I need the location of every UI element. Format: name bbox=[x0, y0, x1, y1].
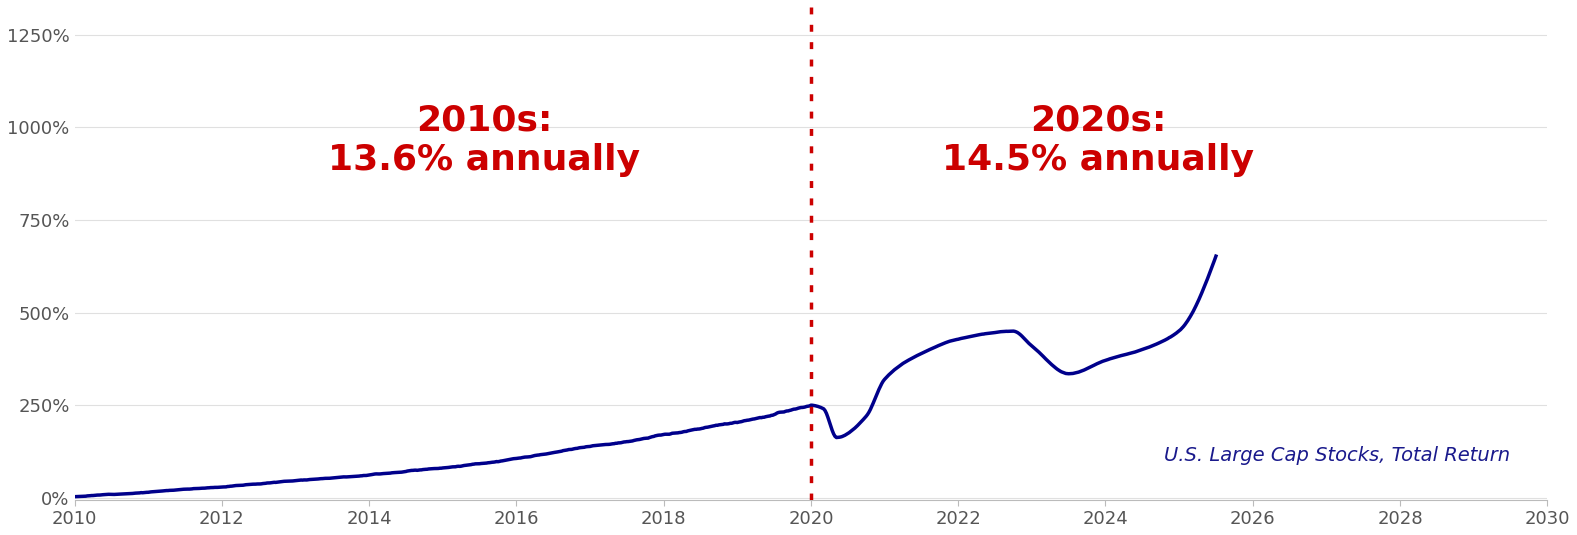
Text: 2020s:
14.5% annually: 2020s: 14.5% annually bbox=[941, 103, 1254, 177]
Text: U.S. Large Cap Stocks, Total Return: U.S. Large Cap Stocks, Total Return bbox=[1164, 446, 1511, 465]
Text: 2010s:
13.6% annually: 2010s: 13.6% annually bbox=[328, 103, 640, 177]
